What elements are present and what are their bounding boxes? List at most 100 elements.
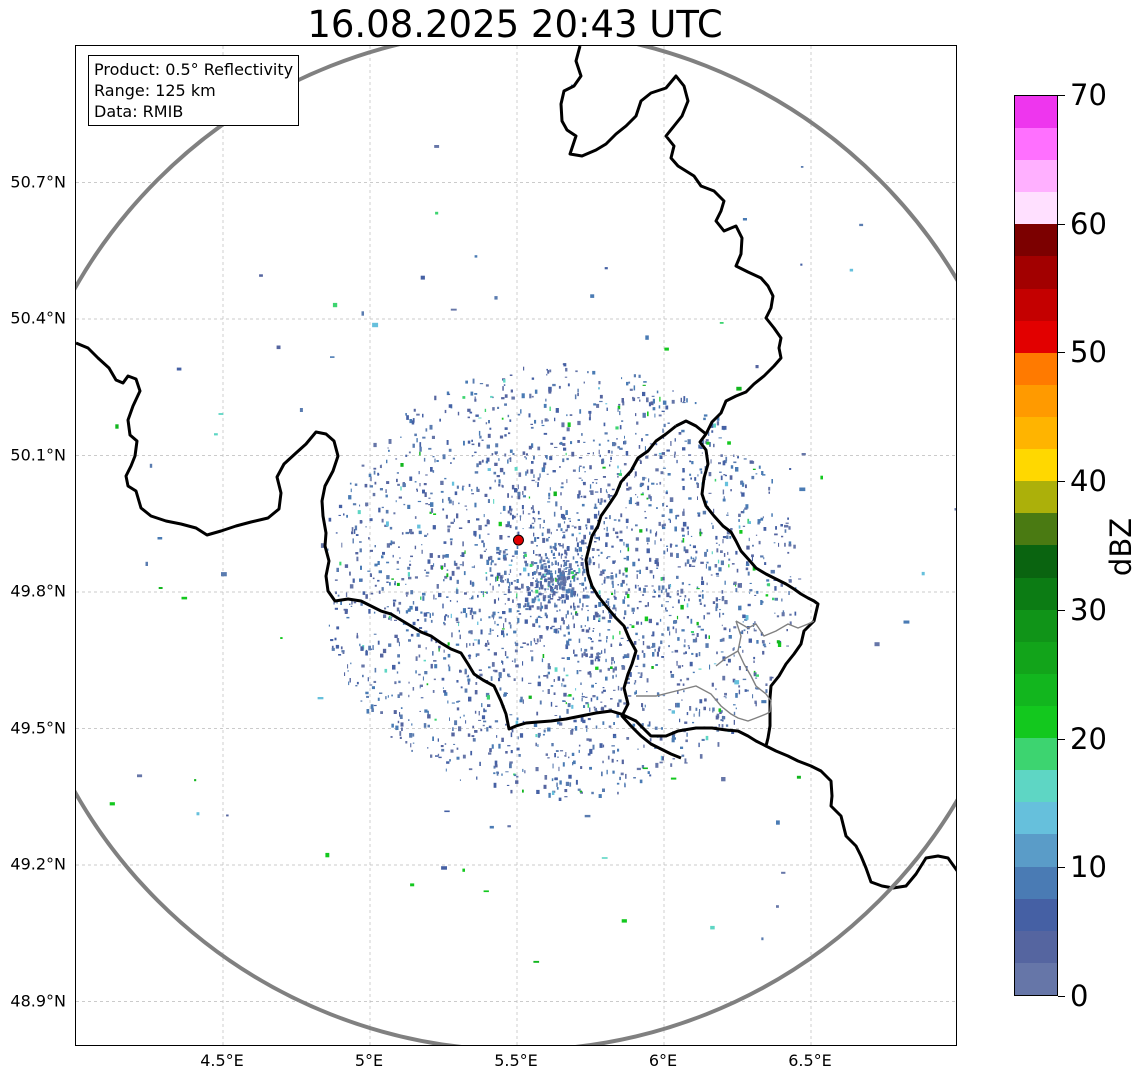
echo-pixel	[342, 651, 345, 654]
echo-pixel	[558, 596, 561, 598]
echo-pixel	[623, 616, 625, 620]
echo-pixel	[649, 443, 653, 445]
echo-pixel	[618, 699, 622, 703]
echo-pixel	[524, 560, 527, 564]
echo-pixel	[579, 541, 582, 543]
echo-pixel	[682, 521, 687, 527]
echo-pixel	[418, 673, 421, 676]
colorbar-segment	[1015, 320, 1057, 353]
echo-pixel	[427, 747, 429, 749]
echo-pixel	[645, 566, 649, 570]
echo-pixel	[524, 553, 527, 557]
echo-pixel	[562, 458, 565, 463]
echo-pixel	[683, 400, 685, 403]
echo-pixel	[486, 560, 490, 565]
echo-pixel	[595, 666, 599, 670]
echo-pixel	[676, 660, 678, 664]
echo-pixel	[589, 490, 592, 493]
echo-pixel	[589, 531, 591, 535]
echo-pixel	[681, 429, 685, 433]
echo-pixel	[555, 578, 557, 582]
colorbar-tick-mark	[1058, 95, 1065, 96]
echo-pixel	[676, 702, 680, 708]
echo-pixel	[637, 672, 640, 674]
echo-pixel	[603, 528, 606, 530]
echo-pixel	[701, 452, 703, 454]
echo-pixel	[769, 642, 771, 644]
echo-pixel	[572, 761, 574, 766]
echo-pixel	[488, 666, 491, 669]
echo-pixel	[874, 642, 880, 647]
echo-pixel	[561, 594, 565, 599]
echo-pixel	[686, 526, 689, 530]
echo-pixel	[477, 488, 480, 492]
echo-pixel	[563, 561, 568, 567]
echo-pixel	[354, 525, 358, 531]
echo-pixel	[537, 518, 542, 520]
echo-pixel	[501, 628, 505, 630]
echo-pixel	[659, 455, 663, 459]
echo-pixel	[356, 635, 359, 639]
echo-pixel	[448, 499, 452, 504]
echo-pixel	[568, 774, 572, 779]
echo-pixel	[559, 715, 561, 719]
echo-pixel	[658, 585, 661, 591]
echo-pixel	[674, 451, 676, 455]
echo-pixel	[454, 491, 458, 496]
echo-pixel	[494, 620, 496, 625]
echo-pixel	[644, 477, 647, 479]
echo-pixel	[771, 513, 773, 517]
echo-pixel	[518, 754, 521, 757]
echo-pixel	[700, 561, 704, 564]
echo-pixel	[535, 742, 537, 747]
echo-pixel	[609, 495, 613, 497]
echo-pixel	[480, 618, 482, 621]
echo-pixel	[594, 708, 597, 711]
echo-pixel	[599, 502, 602, 505]
echo-pixel	[706, 549, 709, 552]
echo-pixel	[752, 694, 754, 699]
echo-pixel	[492, 669, 496, 672]
echo-pixel	[504, 453, 507, 457]
echo-pixel	[389, 582, 391, 586]
echo-pixel	[462, 561, 464, 567]
echo-pixel	[481, 540, 484, 543]
echo-pixel	[628, 499, 632, 505]
echo-pixel	[388, 615, 391, 619]
echo-pixel	[389, 526, 393, 530]
echo-pixel	[368, 609, 371, 614]
echo-pixel	[668, 709, 672, 711]
echo-pixel	[575, 572, 580, 574]
echo-pixel	[576, 548, 579, 553]
echo-pixel	[536, 565, 539, 570]
echo-pixel	[686, 603, 689, 608]
echo-pixel	[582, 719, 586, 724]
echo-pixel	[546, 569, 550, 575]
echo-pixel	[407, 608, 411, 612]
echo-pixel	[684, 762, 688, 764]
echo-pixel	[532, 517, 534, 520]
echo-pixel	[487, 433, 491, 438]
echo-pixel	[725, 456, 728, 462]
echo-pixel	[349, 678, 351, 683]
echo-pixel	[416, 489, 418, 492]
echo-pixel	[788, 591, 790, 595]
echo-pixel	[498, 479, 501, 484]
echo-pixel	[699, 446, 703, 449]
echo-pixel	[539, 635, 543, 639]
echo-pixel	[537, 681, 541, 687]
echo-pixel	[518, 613, 522, 615]
echo-pixel	[562, 436, 566, 440]
echo-pixel	[599, 573, 603, 576]
echo-pixel	[715, 606, 718, 612]
echo-pixel	[617, 702, 620, 707]
echo-pixel	[360, 700, 363, 702]
echo-pixel	[666, 592, 670, 598]
radar-map[interactable]	[75, 45, 957, 1046]
echo-pixel	[521, 505, 524, 510]
echo-pixel	[605, 403, 608, 405]
echo-pixel	[638, 587, 641, 591]
echo-pixel	[613, 722, 615, 725]
echo-pixel	[704, 634, 707, 639]
echo-pixel	[781, 598, 783, 602]
